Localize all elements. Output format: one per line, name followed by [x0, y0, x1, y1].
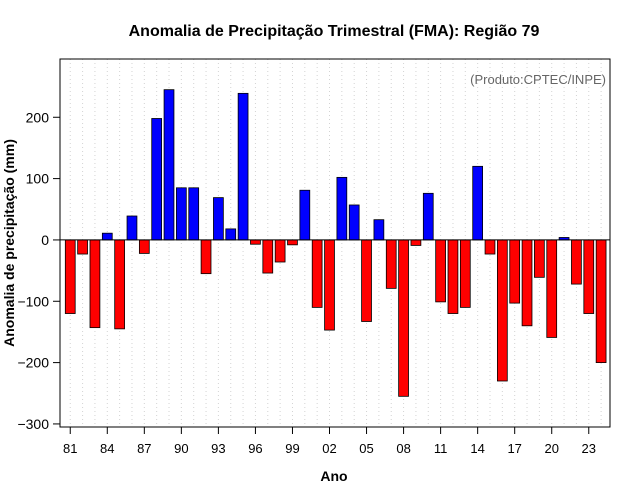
bar-99 — [287, 239, 298, 246]
bar-08 — [398, 239, 409, 397]
bar-12 — [447, 239, 459, 314]
x-tick-label: 08 — [396, 441, 410, 456]
bar-24 — [595, 239, 607, 363]
x-tick-label: 14 — [470, 441, 484, 456]
x-tick-label: 20 — [544, 441, 558, 456]
x-tick-label: 96 — [248, 441, 262, 456]
grid-lines — [69, 59, 602, 427]
bar-13 — [459, 239, 471, 308]
bar-00 — [299, 189, 311, 241]
y-axis-ticks: −300 −200 −100 0 100 200 — [17, 109, 60, 432]
x-tick-label: 93 — [211, 441, 225, 456]
y-tick-label: −300 — [17, 416, 49, 432]
bar-01 — [311, 239, 323, 308]
credit-text: (Produto:CPTEC/INPE) — [470, 72, 606, 87]
bar-81 — [64, 239, 76, 314]
bar-07 — [385, 239, 397, 289]
x-tick-label: 05 — [359, 441, 373, 456]
bar-16 — [497, 239, 508, 382]
bar-93 — [213, 197, 224, 241]
bar-95 — [237, 92, 249, 241]
bar-03 — [336, 176, 348, 241]
bar-09 — [410, 239, 422, 246]
x-tick-label: 90 — [174, 441, 188, 456]
bar-83 — [89, 239, 101, 329]
bar-11 — [435, 239, 446, 303]
bar-18 — [521, 239, 533, 327]
bar-23 — [583, 239, 595, 314]
x-tick-label: 17 — [507, 441, 521, 456]
bar-22 — [571, 239, 582, 285]
bar-92 — [200, 239, 212, 275]
bar-96 — [250, 239, 261, 245]
x-tick-label: 87 — [137, 441, 151, 456]
bar-94 — [225, 228, 237, 241]
x-tick-label: 23 — [582, 441, 596, 456]
bar-14 — [472, 165, 484, 241]
y-tick-label: 0 — [41, 232, 49, 248]
bar-89 — [163, 89, 175, 241]
y-tick-label: 200 — [26, 109, 50, 125]
bar-20 — [546, 239, 558, 338]
bar-84 — [101, 232, 113, 241]
x-axis-ticks: 81 84 87 90 93 96 99 02 05 08 11 14 17 20 23 — [63, 427, 596, 456]
x-tick-label: 81 — [63, 441, 77, 456]
plot-frame — [59, 58, 611, 428]
bar-10 — [422, 192, 434, 241]
bar-19 — [534, 239, 545, 278]
bar-02 — [324, 239, 335, 331]
y-tick-label: −200 — [17, 355, 49, 371]
bars — [64, 89, 607, 397]
bar-86 — [126, 215, 138, 241]
bar-15 — [484, 239, 496, 255]
bar-97 — [262, 239, 274, 274]
x-tick-label: 02 — [322, 441, 336, 456]
x-axis-label: Ano — [320, 468, 347, 484]
bar-17 — [509, 239, 521, 304]
bar-87 — [138, 239, 150, 254]
y-tick-label: −100 — [17, 293, 49, 309]
x-tick-label: 11 — [434, 441, 448, 456]
bar-90 — [176, 187, 187, 241]
x-tick-label: 84 — [100, 441, 114, 456]
y-tick-label: 100 — [26, 171, 50, 187]
bar-82 — [77, 239, 88, 255]
x-tick-label: 99 — [285, 441, 299, 456]
bar-98 — [274, 239, 286, 263]
chart-title: Anomalia de Precipitação Trimestral (FMA… — [129, 23, 540, 40]
bar-88 — [151, 118, 163, 241]
bar-05 — [361, 239, 372, 322]
bar-04 — [348, 204, 360, 241]
bar-91 — [188, 187, 200, 241]
y-axis-label: Anomalia de precipitação (mm) — [1, 139, 17, 347]
bar-85 — [114, 239, 125, 330]
bar-06 — [373, 219, 385, 241]
